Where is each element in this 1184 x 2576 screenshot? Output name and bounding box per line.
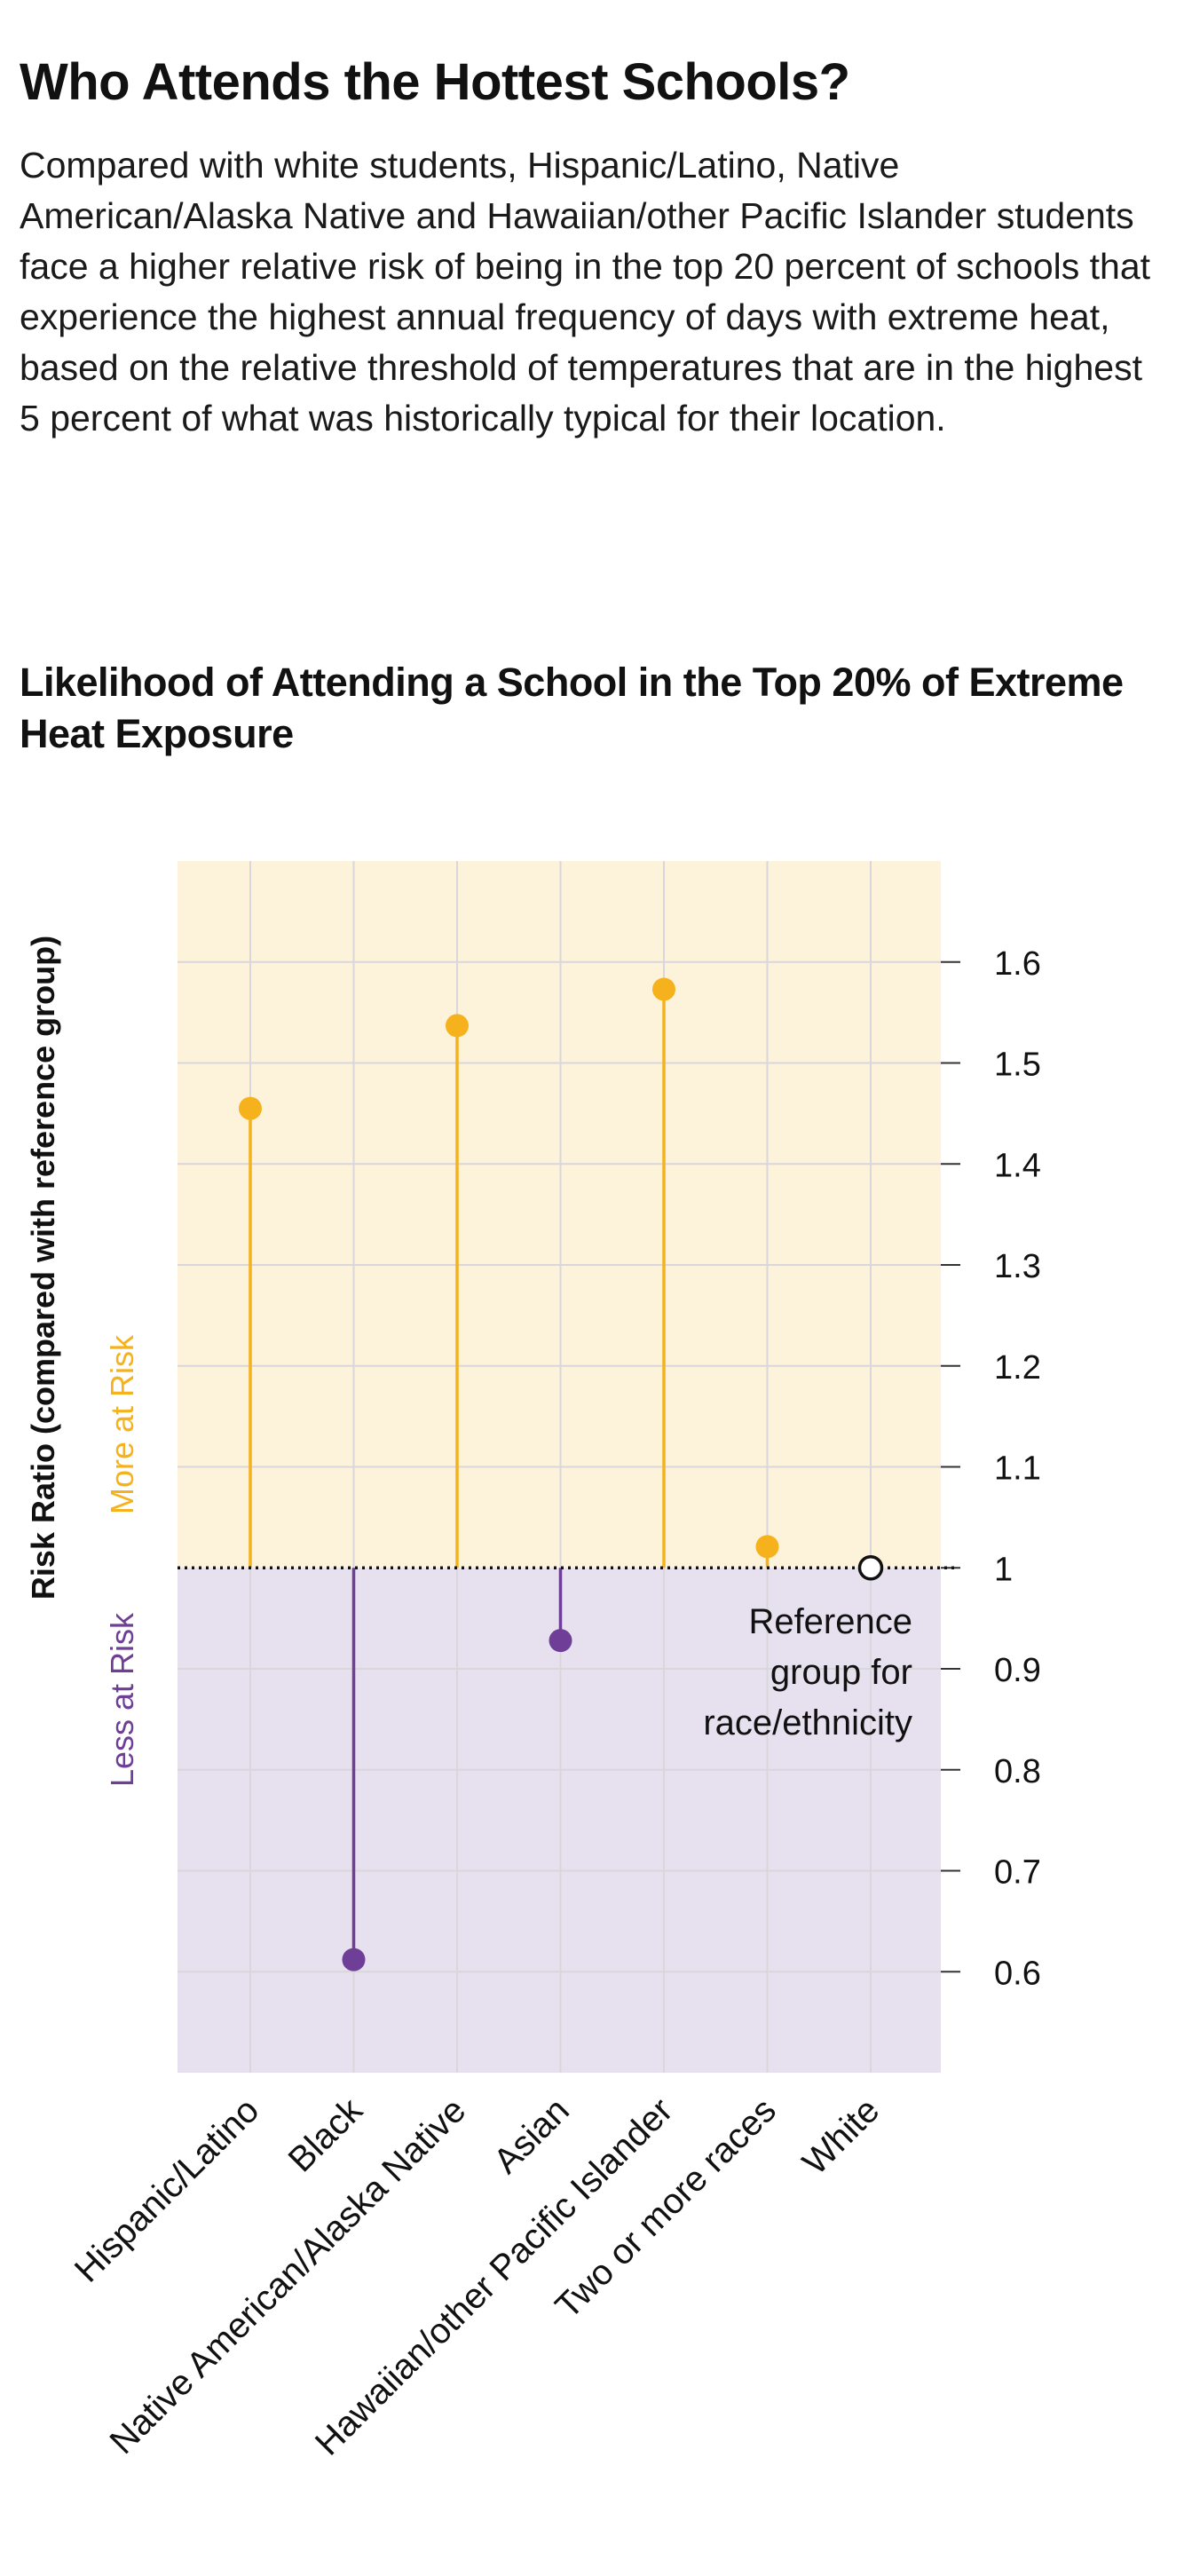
y-tick-label: 0.6 [994,1955,1041,1992]
y-tick-label: 1.2 [994,1349,1041,1387]
x-axis-label: Black [281,2090,371,2180]
lollipop-dot [755,1535,779,1559]
x-axis-label: White [795,2090,887,2182]
y-tick-label: 0.9 [994,1652,1041,1689]
more-at-risk-label: More at Risk [104,1334,140,1514]
y-tick-label: 1.6 [994,945,1041,983]
annotation-line: group for [770,1653,912,1692]
lollipop-stems [249,989,770,1960]
y-tick-label: 1.1 [994,1450,1041,1488]
y-tick-label: 1.3 [994,1248,1041,1285]
y-tick-label: 1.4 [994,1147,1041,1184]
y-tick-label: 1.5 [994,1047,1041,1084]
x-axis-label: Asian [486,2090,577,2181]
lollipop-dot [239,1096,262,1120]
reference-annotation: Reference group for race/ethnicity [703,1602,912,1742]
lollipop-dot [549,1629,572,1653]
y-tick-label: 0.7 [994,1854,1041,1892]
page-intro: Compared with white students, Hispanic/L… [20,145,1151,439]
y-axis-label: Risk Ratio (compared with reference grou… [25,936,61,1600]
lollipop-dot [446,1014,469,1038]
horizontal-gridlines [178,960,941,1973]
reference-dot [857,1555,884,1581]
chart-title: Likelihood of Attending a School in the … [20,660,1124,756]
lollipop-dots [239,977,884,1972]
page-title: Who Attends the Hottest Schools? [20,53,850,111]
more-at-risk-band [178,861,941,1569]
lollipop-dot [652,977,675,1001]
less-at-risk-label: Less at Risk [104,1612,140,1787]
y-tick-label: 0.8 [994,1753,1041,1790]
annotation-line: Reference [748,1602,912,1641]
y-tick-label: 1 [994,1551,1013,1588]
x-axis-label: Hispanic/Latino [67,2090,267,2290]
annotation-line: race/ethnicity [703,1703,912,1742]
lollipop-dot [342,1948,366,1972]
y-axis-ticks: 0.6 0.7 0.8 0.9 1 1.1 1.2 1.3 1.4 1.5 1.6 [941,945,1041,1992]
